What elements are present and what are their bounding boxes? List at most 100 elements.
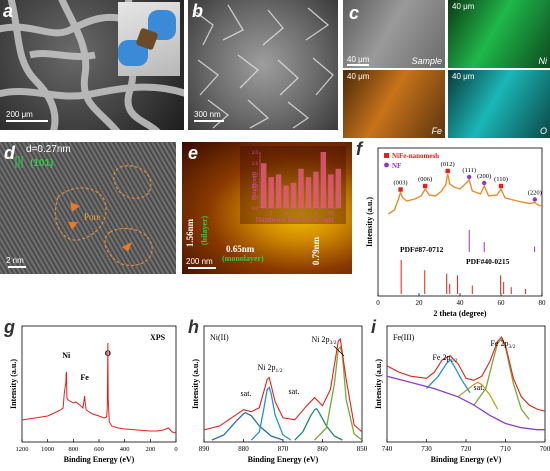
panel-h-ni2p: 890 880 870 860 850 Binding Energy (eV) Intens… <box>184 318 367 471</box>
scale-bar <box>347 64 369 66</box>
fe2p-chart: 740 730 720 710 700 Binding Energy (eV) Intens… <box>374 325 550 464</box>
series-line <box>386 336 546 412</box>
plane-label: (101) <box>30 158 54 169</box>
height-inset-chart: 0.0 0.4 0.8 1.2 1.6 2.0 2 4 6 8 10 Height(nm) Num… <box>240 146 346 224</box>
peak-annotation: Fe 2p3/2 <box>490 339 515 350</box>
x-tick-label: 850 <box>357 445 367 453</box>
scale-bar-label: 40 μm <box>452 2 475 11</box>
eds-map-sample: Sample 40 μm <box>343 0 445 68</box>
map-name: O <box>539 126 547 136</box>
x-tick-label: 720 <box>461 445 472 453</box>
scale-bar-label: 40 μm <box>452 72 475 81</box>
nanomesh-marker <box>498 183 504 189</box>
nanomesh-marker <box>445 168 450 174</box>
peak-annotation: sat. <box>289 387 300 396</box>
scale-bar <box>8 266 26 268</box>
eds-map-fe: Fe 40 μm <box>343 70 445 138</box>
inset-ylabel: Height(nm) <box>251 172 258 200</box>
inset-ytick-label: 0.8 <box>252 185 259 190</box>
inset-ytick-label: 1.2 <box>252 173 259 178</box>
legend-marker <box>384 153 389 158</box>
height-bar <box>320 152 327 208</box>
panel-e-afm: 0.0 0.4 0.8 1.2 1.6 2.0 2 4 6 8 10 Height(nm) Num… <box>182 142 352 274</box>
panel-d-hrtem: d d=0.27nm (101) Pore 2 nm <box>0 142 176 274</box>
height-bar <box>313 171 319 208</box>
pore-outlines <box>15 156 153 267</box>
panel-g-xps-survey: 1200 1000 800 600 400 200 0 Binding Energy (eV)… <box>0 318 184 471</box>
eds-map-o: O 40 μm <box>448 70 550 138</box>
inset-ytick-label: 2.0 <box>252 151 259 156</box>
reference-label: PDF#40-0215 <box>466 257 510 266</box>
peak-annotation: Ni <box>62 351 71 360</box>
y-axis-label: Intensity (a.u.) <box>191 359 200 409</box>
y-axis-label: Intensity (a.u.) <box>9 359 18 409</box>
x-tick-label: 200 <box>145 446 155 453</box>
series-line <box>426 358 471 394</box>
inset-xtick-label: 6 <box>300 211 303 217</box>
chart-title: Ni(II) <box>210 333 229 342</box>
series-line <box>473 338 530 420</box>
peak-label: (006) <box>418 176 432 183</box>
height-bar <box>298 168 304 208</box>
x-tick-label: 20 <box>416 299 424 307</box>
series-line <box>250 386 292 441</box>
x-tick-label: 40 <box>457 299 465 307</box>
peak-label: (111) <box>462 167 476 174</box>
panel-f-xrd: 0 20 40 60 80 2 theta (degree) Intensity (a.u.… <box>354 140 550 320</box>
peak-label: (003) <box>394 180 408 187</box>
height-bar <box>283 185 289 208</box>
nanosheet-texture <box>192 4 334 129</box>
xrd-chart: 0 20 40 60 80 2 theta (degree) Intensity (a.u.… <box>365 147 547 318</box>
panel-i-fe2p: 740 730 720 710 700 Binding Energy (eV) Intens… <box>367 318 550 471</box>
peak-annotation: sat. <box>241 389 252 398</box>
x-tick-label: 80 <box>539 299 547 307</box>
panel-label: b <box>192 1 203 21</box>
eds-map-ni: Ni 40 μm <box>448 0 550 68</box>
peak-annotation: O <box>105 349 111 358</box>
nf-marker <box>481 180 487 186</box>
inset-xtick-label: 2 <box>270 211 273 217</box>
x-axis-label: 2 theta (degree) <box>433 309 487 318</box>
scale-bar-label: 2 nm <box>6 256 24 265</box>
x-tick-label: 870 <box>278 445 289 453</box>
peak-annotation: Fe <box>80 373 89 382</box>
x-tick-label: 1200 <box>16 446 29 453</box>
peak-label: (200) <box>477 173 491 180</box>
panel-label: a <box>3 1 14 21</box>
peak-label: (110) <box>494 176 508 183</box>
inset-ytick-label: 0.4 <box>252 196 259 201</box>
x-tick-label: 860 <box>317 445 328 453</box>
series-line <box>387 173 543 215</box>
height-bar <box>335 168 341 208</box>
x-tick-label: 890 <box>199 445 210 453</box>
map-name: Ni <box>538 56 548 66</box>
inset-xlabel: Numbered from left to right <box>256 216 334 224</box>
height-label-1: 1.56nm <box>185 218 196 248</box>
panel-label: f <box>356 140 362 159</box>
x-tick-label: 60 <box>498 299 506 307</box>
height-bar <box>268 177 274 208</box>
x-tick-label: 730 <box>421 445 432 453</box>
height-note-2: (monolayer) <box>222 254 264 263</box>
panel-c-eds-maps: Sample 40 μm Ni 40 μm Fe 40 μm O 40 μm c <box>343 0 550 138</box>
height-note-1: (bilayer) <box>200 215 210 246</box>
panel-label: i <box>371 318 377 337</box>
panel-a-sem-foam: a 200 μm <box>0 0 184 130</box>
plot-frame <box>377 147 543 297</box>
inset-photo <box>118 2 180 76</box>
ni2p-chart: 890 880 870 860 850 Binding Energy (eV) Intens… <box>191 325 367 464</box>
nf-marker <box>532 197 538 202</box>
nf-marker <box>467 174 472 180</box>
height-bar <box>275 174 282 208</box>
scale-bar <box>6 120 48 122</box>
legend-marker <box>384 162 389 168</box>
x-tick-label: 0 <box>376 299 380 307</box>
inset-xtick-label: 10 <box>328 211 334 217</box>
peak-annotation: sat. <box>474 383 485 392</box>
height-bar <box>328 174 334 208</box>
inset-xticks: 2 4 6 8 10 <box>270 211 334 217</box>
height-bar <box>261 163 267 208</box>
panel-label: c <box>349 3 360 23</box>
series-line <box>294 407 343 441</box>
series-line <box>211 411 284 441</box>
